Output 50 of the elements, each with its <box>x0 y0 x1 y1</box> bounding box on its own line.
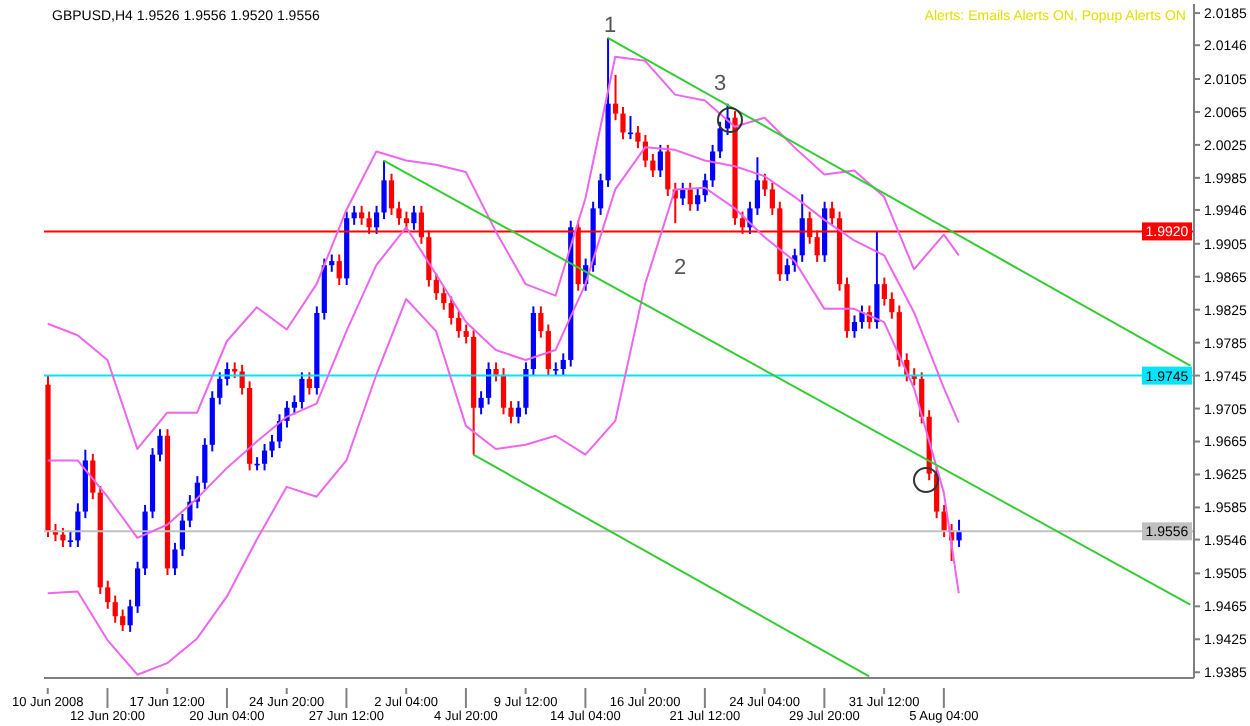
annotation: 3 <box>713 72 727 96</box>
candlestick <box>411 204 417 231</box>
line-series <box>46 55 960 450</box>
candlestick <box>433 272 439 301</box>
candlestick <box>859 304 865 330</box>
candlestick <box>560 352 566 377</box>
candlestick <box>60 527 66 548</box>
candlestick <box>545 323 551 377</box>
candlestick <box>799 193 805 263</box>
candlestick <box>956 518 962 548</box>
candlestick <box>209 390 215 453</box>
candlestick <box>851 314 858 339</box>
candlestick <box>448 295 454 326</box>
candlestick <box>657 143 663 179</box>
candlestick <box>538 305 544 339</box>
annotation: 2 <box>673 256 687 280</box>
candlestick <box>291 394 298 416</box>
candlestick <box>478 390 484 416</box>
candlestick <box>306 371 312 396</box>
candlestick <box>261 443 268 472</box>
candlestick <box>456 310 462 339</box>
candlestick <box>829 200 835 226</box>
candlestick <box>881 276 887 307</box>
candlestick <box>515 400 522 425</box>
candlestick <box>321 257 327 321</box>
candlestick <box>127 598 133 633</box>
candlestick <box>105 579 111 610</box>
candlestick <box>299 371 305 410</box>
candlestick <box>120 608 126 633</box>
candlestick <box>388 172 395 216</box>
candlestick <box>463 323 469 345</box>
candlestick <box>665 143 671 197</box>
annotation: 1 <box>603 14 617 38</box>
candlestick <box>351 204 357 226</box>
candlestick <box>762 172 768 197</box>
candlestick <box>784 257 790 282</box>
candlestick <box>441 285 447 311</box>
candlestick <box>687 181 693 212</box>
candlestick <box>874 230 880 330</box>
candlestick <box>500 367 507 416</box>
candlestick <box>336 253 342 286</box>
candlestick <box>202 437 208 491</box>
candlestick <box>359 204 365 226</box>
candlestick <box>889 291 895 320</box>
candlestick <box>769 181 775 216</box>
candlestick <box>695 187 701 212</box>
candlestick <box>112 594 118 624</box>
candlestick <box>485 361 492 406</box>
candlestick <box>493 361 499 383</box>
candlestick <box>217 371 223 406</box>
